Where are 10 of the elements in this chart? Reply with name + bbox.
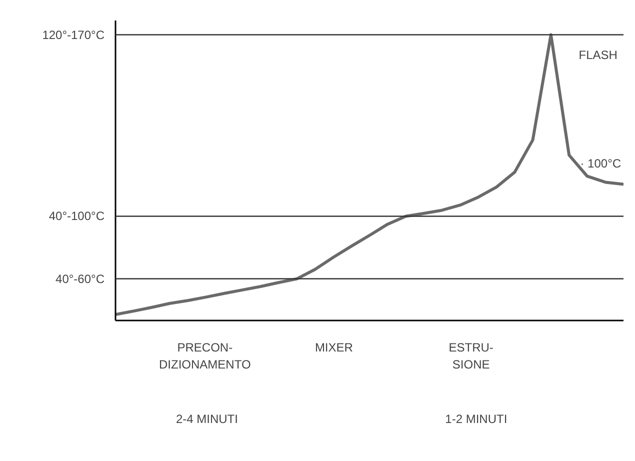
text: 1-2 MINUTI	[445, 412, 508, 426]
text: 2-4 MINUTI	[176, 412, 238, 426]
ref-line-label: 40°-100°C	[48, 209, 105, 224]
text: ESTRU- SIONE	[448, 340, 494, 372]
ref-line-label: 40°-60°C	[56, 272, 105, 286]
annotation: · 100°C	[580, 156, 622, 170]
ref-line-label: 120°-170°C	[42, 28, 105, 42]
text: PRECON- DIZIONAMENTO	[159, 340, 251, 372]
annotation: FLASH	[578, 48, 618, 62]
text: MIXER	[314, 340, 354, 354]
